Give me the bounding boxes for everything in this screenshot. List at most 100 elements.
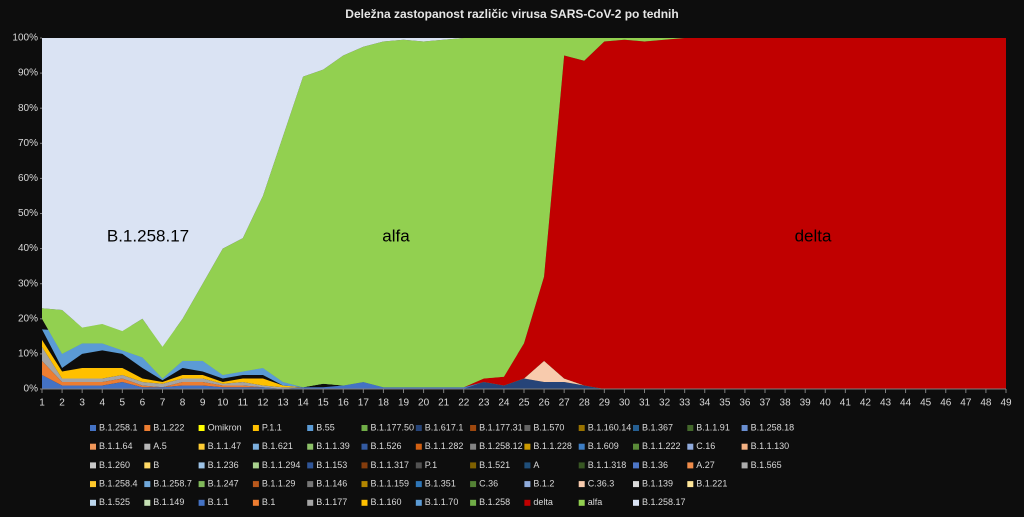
x-tick-label: 48 [980, 398, 992, 409]
legend-swatch [415, 499, 422, 506]
legend-label: B.1.260 [99, 460, 130, 470]
x-tick-label: 34 [699, 398, 711, 409]
legend-swatch [252, 499, 259, 506]
legend-swatch [524, 462, 531, 469]
x-tick-label: 32 [659, 398, 671, 409]
y-tick-label: 0% [24, 384, 39, 395]
x-tick-label: 6 [140, 398, 146, 409]
legend-label: B.1.236 [208, 460, 239, 470]
legend-swatch [633, 481, 639, 488]
legend-label: C.36.3 [588, 478, 615, 488]
legend-swatch [415, 462, 422, 469]
legend-label: B.1.221 [696, 478, 727, 488]
x-tick-label: 40 [820, 398, 832, 409]
legend-label: B.1.1.294 [262, 460, 301, 470]
legend-swatch [307, 481, 314, 488]
legend-label: B.1.367 [642, 422, 673, 432]
x-tick-label: 2 [59, 398, 65, 409]
x-tick-label: 43 [880, 398, 892, 409]
legend-swatch [361, 443, 368, 450]
legend-swatch [687, 425, 694, 431]
legend-label: B.1.1.222 [642, 441, 681, 451]
legend-label: P.1.1 [262, 422, 282, 432]
x-tick-label: 22 [458, 398, 470, 409]
legend-label: B.55 [316, 422, 335, 432]
legend-swatch [144, 499, 151, 506]
legend-label: alfa [588, 497, 603, 507]
legend-label: C.16 [696, 441, 715, 451]
x-tick-label: 35 [719, 398, 731, 409]
legend-swatch [252, 425, 259, 431]
y-tick-label: 90% [18, 68, 38, 79]
chart-title: Deležna zastopanost različic virusa SARS… [345, 7, 678, 21]
legend-swatch [307, 443, 314, 450]
legend-label: B.1.146 [316, 478, 347, 488]
x-tick-label: 23 [478, 398, 490, 409]
legend-swatch [144, 425, 151, 431]
legend-swatch [198, 425, 205, 431]
legend-label: B.1 [262, 497, 276, 507]
legend-label: B.1.258.12 [479, 441, 523, 451]
y-tick-label: 80% [18, 103, 38, 114]
legend-swatch [633, 443, 639, 450]
legend-swatch [90, 443, 96, 450]
legend-swatch [252, 443, 259, 450]
legend-swatch [144, 462, 151, 469]
x-tick-label: 8 [180, 398, 186, 409]
legend-label: B.1.1 [208, 497, 229, 507]
legend-label: B.1.258.17 [642, 497, 686, 507]
legend-swatch [633, 462, 639, 469]
legend-swatch [198, 499, 205, 506]
legend-label: B.1.258.18 [751, 422, 795, 432]
x-tick-label: 39 [800, 398, 812, 409]
x-tick-label: 16 [338, 398, 350, 409]
legend-swatch [144, 443, 151, 450]
legend-swatch [578, 481, 585, 488]
plot-area [42, 38, 1006, 389]
area [42, 38, 1006, 389]
legend-swatch [687, 462, 694, 469]
legend-swatch [307, 425, 314, 431]
legend-swatch [633, 499, 639, 506]
x-tick-label: 49 [1000, 398, 1012, 409]
legend-swatch [415, 481, 422, 488]
y-tick-label: 40% [18, 243, 38, 254]
legend-swatch [252, 481, 259, 488]
legend-label: B.1.153 [316, 460, 347, 470]
legend-swatch [361, 462, 368, 469]
y-tick-label: 10% [18, 349, 38, 360]
legend-swatch [252, 462, 259, 469]
annotation: delta [795, 226, 832, 245]
legend-label: A.5 [153, 441, 167, 451]
y-tick-label: 20% [18, 313, 38, 324]
legend-swatch [90, 481, 96, 488]
legend-label: B.1.526 [371, 441, 402, 451]
legend-label: B.1.1.130 [751, 441, 790, 451]
legend-label: B.1.258.1 [99, 422, 138, 432]
legend-swatch [198, 443, 205, 450]
x-tick-label: 26 [539, 398, 551, 409]
legend-label: B.1.1.228 [533, 441, 572, 451]
x-tick-label: 44 [900, 398, 912, 409]
legend-swatch [524, 499, 531, 506]
legend-label: B.1.177.50 [371, 422, 415, 432]
x-tick-label: 20 [418, 398, 430, 409]
legend-swatch [361, 425, 368, 431]
legend-label: A [533, 460, 539, 470]
x-tick-label: 21 [438, 398, 450, 409]
x-tick-label: 14 [298, 398, 310, 409]
legend-label: B.1.351 [425, 478, 456, 488]
legend-label: B.1.1.318 [588, 460, 627, 470]
legend-label: P.1 [425, 460, 437, 470]
legend-label: B.1.2 [533, 478, 554, 488]
legend-swatch [470, 425, 477, 431]
legend-label: B.1.570 [533, 422, 564, 432]
legend-swatch [307, 462, 314, 469]
legend-label: B.1.565 [751, 460, 782, 470]
x-tick-label: 33 [679, 398, 691, 409]
x-tick-label: 37 [759, 398, 771, 409]
legend-swatch [633, 425, 639, 431]
x-tick-label: 18 [378, 398, 390, 409]
legend-label: B.1.160 [371, 497, 402, 507]
